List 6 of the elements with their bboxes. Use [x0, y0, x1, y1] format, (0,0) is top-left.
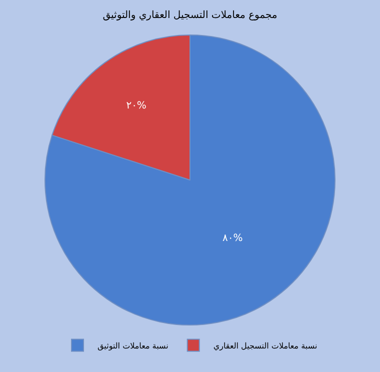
data-label: ٢٠% [126, 100, 146, 112]
pie-slice [44, 34, 336, 326]
legend-label: نسبة معاملات التسجيل العقاري [213, 341, 318, 350]
chart-title: مجموع معاملات التسجيل العقاري والتوثيق [102, 10, 278, 22]
data-label: ٨٠% [222, 233, 243, 244]
legend-label: نسبة معاملات التوثيق [98, 341, 168, 350]
